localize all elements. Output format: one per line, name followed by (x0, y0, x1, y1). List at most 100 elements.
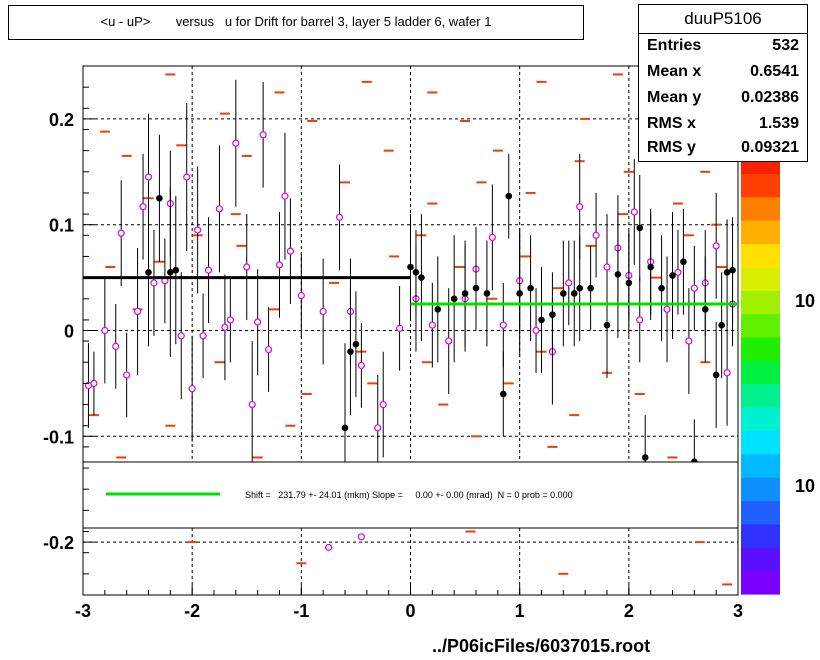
x-tick-label: -1 (293, 601, 309, 621)
black-point (680, 258, 687, 266)
black-point (505, 192, 513, 200)
magenta-point (335, 213, 344, 221)
magenta-point (281, 192, 289, 200)
chart-title: <u - uP> versus u for Drift for barrel 3… (100, 14, 492, 29)
palette-cell (741, 407, 780, 432)
palette-cell (741, 266, 780, 291)
magenta-point (254, 318, 262, 326)
magenta-point (144, 173, 153, 181)
y-tick-label: -0.1 (43, 427, 74, 447)
stats-value: 0.6541 (750, 63, 799, 80)
black-point (341, 424, 349, 432)
magenta-point (592, 231, 600, 239)
magenta-point (630, 208, 638, 216)
palette-cell (741, 500, 780, 525)
black-point (450, 295, 458, 303)
magenta-point (248, 400, 256, 409)
magenta-point (90, 379, 98, 387)
magenta-point (112, 342, 120, 350)
x-tick-label: -3 (75, 601, 91, 621)
palette-cell (741, 196, 780, 221)
magenta-point (177, 332, 185, 340)
magenta-point (395, 324, 404, 332)
palette-cell (741, 360, 780, 385)
magenta-point (576, 203, 584, 211)
palette-cell (741, 313, 780, 338)
x-tick-label: -2 (184, 601, 200, 621)
stats-value: 0.02386 (741, 89, 799, 106)
stats-row-mean-x: Mean x 0.6541 (647, 63, 799, 87)
stats-row-entries: Entries 532 (647, 37, 799, 61)
black-point (570, 290, 578, 297)
magenta-point (259, 131, 267, 139)
palette-cell (741, 547, 780, 572)
stats-row-rms-y: RMS y 0.09321 (647, 139, 799, 163)
black-point (499, 390, 507, 398)
palette-cell (741, 570, 780, 595)
magenta-point (374, 424, 382, 432)
magenta-point (325, 543, 333, 551)
magenta-point (139, 203, 147, 211)
black-point (538, 316, 545, 324)
black-point (718, 321, 725, 329)
stats-row-rms-x: RMS x 1.539 (647, 115, 799, 139)
magenta-point (150, 279, 158, 287)
magenta-point (123, 371, 131, 379)
stats-divider (639, 33, 807, 34)
magenta-point (275, 261, 284, 269)
magenta-point (183, 173, 191, 181)
source-file-label: ../P06icFiles/6037015.root (432, 636, 651, 656)
stats-value: 0.09321 (741, 139, 799, 156)
magenta-point (204, 266, 213, 274)
magenta-point (188, 385, 196, 393)
black-point (669, 272, 676, 279)
magenta-point (663, 305, 671, 313)
magenta-point (685, 337, 693, 345)
black-point (527, 284, 534, 292)
stats-key: Entries (647, 37, 702, 54)
black-point (587, 284, 594, 292)
palette-cell (741, 453, 780, 478)
magenta-point (674, 268, 682, 276)
magenta-point (117, 229, 125, 237)
black-point (658, 284, 665, 292)
black-point (172, 266, 180, 274)
palette-cell (741, 243, 780, 268)
magenta-point (101, 326, 109, 335)
magenta-point (565, 279, 573, 287)
black-point (412, 269, 420, 276)
palette-cell (741, 523, 780, 548)
magenta-point (532, 326, 540, 335)
magenta-point (488, 233, 496, 241)
black-point (647, 263, 654, 271)
black-point (576, 284, 584, 292)
stats-key: Mean x (647, 63, 702, 80)
magenta-point (133, 307, 142, 316)
stats-histogram-name: duuP5106 (684, 9, 762, 28)
black-point (347, 348, 354, 355)
black-point (712, 371, 720, 379)
magenta-point (445, 337, 453, 345)
black-point (516, 290, 523, 297)
palette-cell (741, 290, 780, 315)
y-tick-label: 0.1 (49, 216, 74, 236)
palette-cell (741, 430, 780, 455)
black-point (614, 271, 622, 278)
stats-key: Mean y (647, 89, 702, 106)
magenta-point (226, 316, 234, 324)
magenta-point (603, 263, 611, 271)
black-point (352, 340, 360, 348)
stats-box: duuP5106 Entries 532 Mean x 0.6541 Mean … (638, 4, 808, 162)
black-point (434, 306, 442, 313)
magenta-point (264, 345, 273, 354)
black-point (145, 269, 152, 276)
magenta-point (428, 321, 436, 329)
stats-value: 1.539 (758, 115, 799, 132)
black-point (483, 290, 491, 297)
black-point (461, 290, 469, 297)
magenta-point (357, 533, 365, 541)
black-point (156, 194, 163, 202)
magenta-point (357, 361, 365, 370)
